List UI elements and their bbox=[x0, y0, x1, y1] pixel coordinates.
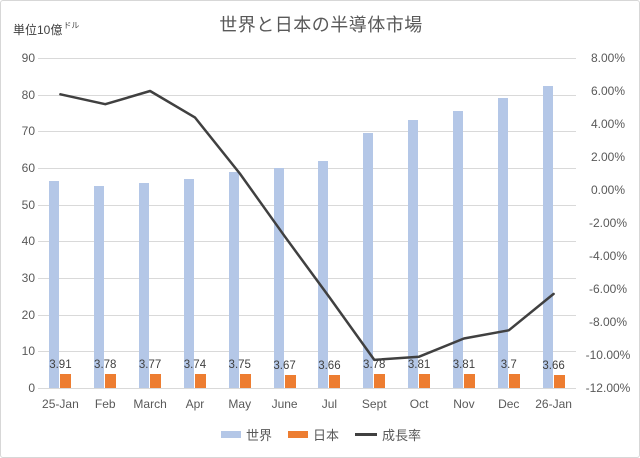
gridline bbox=[38, 205, 576, 206]
bar-world bbox=[542, 85, 553, 388]
gridline bbox=[38, 241, 576, 242]
bar-value-label: 3.66 bbox=[542, 359, 565, 372]
gridline bbox=[38, 351, 576, 352]
left-axis-tick: 0 bbox=[28, 381, 35, 395]
bar-japan bbox=[150, 374, 162, 388]
bar-value-label: 3.91 bbox=[49, 358, 72, 371]
bar-world bbox=[452, 111, 463, 388]
bar-japan bbox=[374, 374, 386, 388]
bar-value-label: 3.81 bbox=[407, 359, 431, 372]
left-axis-tick: 60 bbox=[21, 161, 35, 175]
bar-world bbox=[49, 180, 60, 388]
bar-japan bbox=[463, 374, 475, 388]
left-axis-tick: 50 bbox=[21, 198, 35, 212]
legend-swatch-rect bbox=[220, 431, 241, 438]
bar-japan bbox=[105, 374, 117, 388]
left-axis-tick: 90 bbox=[21, 51, 35, 65]
gridline bbox=[38, 388, 576, 389]
gridline bbox=[38, 58, 576, 59]
x-axis-tick: Nov bbox=[453, 397, 475, 411]
bar-value-label: 3.7 bbox=[500, 359, 517, 372]
right-axis-tick: -6.00% bbox=[588, 282, 628, 296]
right-axis-tick: 6.00% bbox=[590, 84, 626, 98]
bar-japan bbox=[60, 373, 72, 388]
right-axis-tick: -10.00% bbox=[585, 348, 631, 362]
right-axis-tick: 0.00% bbox=[590, 183, 626, 197]
x-axis-tick: March bbox=[133, 397, 167, 411]
x-axis-tick: Apr bbox=[185, 397, 205, 411]
unit-label-currency-suffix: ドル bbox=[63, 21, 80, 30]
legend-label: 成長率 bbox=[382, 428, 422, 443]
left-axis-tick: 40 bbox=[21, 234, 35, 248]
bar-value-label: 3.78 bbox=[94, 359, 117, 372]
gridline bbox=[38, 278, 576, 279]
bar-world bbox=[183, 179, 194, 388]
x-axis-tick: 25-Jan bbox=[42, 397, 79, 411]
bar-value-label: 3.75 bbox=[228, 359, 251, 372]
bar-japan bbox=[508, 374, 520, 388]
bar-value-label: 3.67 bbox=[273, 359, 296, 372]
left-axis-tick: 70 bbox=[21, 124, 35, 138]
x-axis-tick: Dec bbox=[498, 397, 520, 411]
x-axis-tick: Feb bbox=[94, 397, 116, 411]
x-axis-tick: 26-Jan bbox=[535, 397, 572, 411]
x-axis-tick: Oct bbox=[409, 397, 429, 411]
legend-item: 日本 bbox=[287, 425, 339, 444]
gridline bbox=[38, 131, 576, 132]
legend-item: 成長率 bbox=[355, 425, 421, 444]
gridline bbox=[38, 95, 576, 96]
gridline bbox=[38, 168, 576, 169]
bar-japan bbox=[239, 374, 251, 388]
right-axis-tick: 8.00% bbox=[590, 51, 626, 65]
bar-japan bbox=[194, 374, 206, 388]
bar-value-label: 3.81 bbox=[452, 359, 476, 372]
left-axis-tick: 10 bbox=[21, 344, 35, 358]
legend: 世界 日本 成長率 bbox=[1, 425, 639, 444]
bar-world bbox=[363, 133, 374, 388]
legend-label: 世界 bbox=[245, 428, 272, 443]
gridline bbox=[38, 315, 576, 316]
legend-item: 世界 bbox=[220, 425, 272, 444]
unit-label: 単位10億ドル bbox=[13, 21, 80, 38]
x-axis-tick: June bbox=[271, 397, 298, 411]
left-axis-tick: 30 bbox=[21, 271, 35, 285]
bar-world bbox=[408, 120, 419, 388]
x-axis-tick: Jul bbox=[321, 397, 338, 411]
bar-world bbox=[497, 98, 508, 388]
unit-label-main: 単位10億 bbox=[13, 23, 63, 37]
legend-label: 日本 bbox=[312, 428, 339, 443]
bar-japan bbox=[553, 374, 565, 388]
left-axis-tick: 80 bbox=[21, 88, 35, 102]
bar-world bbox=[139, 182, 150, 388]
right-axis-tick: 2.00% bbox=[590, 150, 626, 164]
right-axis-tick: -12.00% bbox=[585, 381, 631, 395]
bar-value-label: 3.66 bbox=[318, 359, 341, 372]
x-axis-tick: Sept bbox=[361, 397, 387, 411]
bar-japan bbox=[419, 374, 431, 388]
bar-value-label: 3.78 bbox=[363, 359, 386, 372]
bar-japan bbox=[329, 374, 341, 388]
right-axis-tick: 4.00% bbox=[590, 117, 626, 131]
bar-japan bbox=[284, 374, 296, 388]
legend-swatch-rect bbox=[287, 431, 308, 438]
legend-swatch-line bbox=[355, 433, 377, 436]
right-axis-tick: -2.00% bbox=[588, 216, 628, 230]
left-axis-tick: 20 bbox=[21, 308, 35, 322]
bar-value-label: 3.77 bbox=[138, 359, 162, 372]
bar-world bbox=[318, 160, 329, 388]
bar-world bbox=[228, 171, 239, 388]
right-axis-tick: -4.00% bbox=[588, 249, 628, 263]
bar-world bbox=[273, 168, 284, 388]
bar-value-label: 3.74 bbox=[183, 359, 207, 372]
x-axis-tick: May bbox=[228, 397, 252, 411]
chart-title: 世界と日本の半導体市場 bbox=[219, 15, 423, 35]
right-axis-tick: -8.00% bbox=[588, 315, 628, 329]
